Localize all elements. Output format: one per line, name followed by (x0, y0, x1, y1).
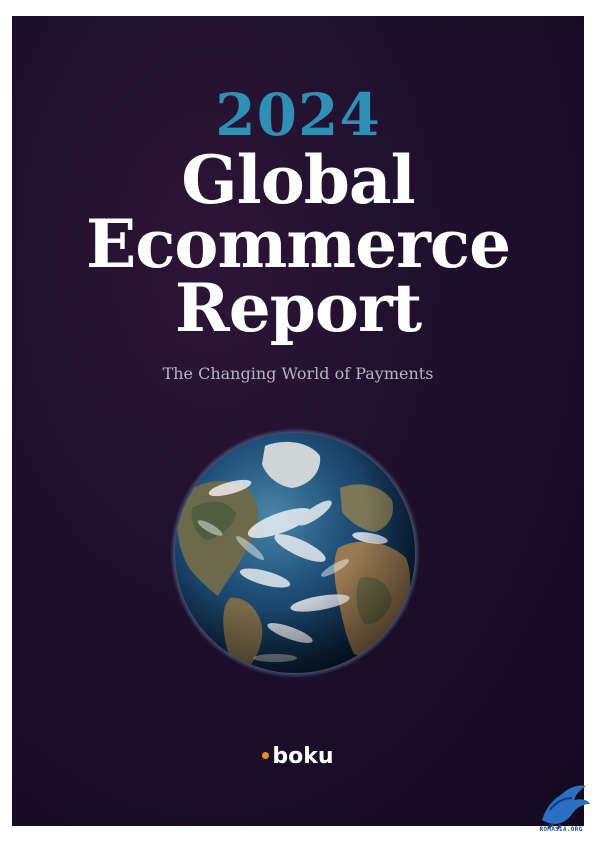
globe-icon (170, 428, 420, 678)
report-title: Global Ecommerce Report (12, 141, 584, 347)
earth-globe-image (170, 428, 420, 678)
boku-logo: boku (12, 744, 584, 769)
bird-icon (542, 785, 590, 830)
title-line-3: Report (174, 269, 422, 347)
report-subtitle: The Changing World of Payments (162, 364, 434, 383)
report-cover: 2024 Global Ecommerce Report The Changin… (12, 16, 584, 826)
watermark-text: ROMASIA.ORG (539, 826, 583, 833)
brand-dot-icon (262, 751, 270, 759)
title-line-2: Ecommerce (85, 205, 511, 283)
report-year: 2024 (215, 81, 381, 149)
title-line-1: Global (181, 141, 415, 219)
watermark-logo (532, 780, 592, 838)
brand-name: boku (272, 744, 334, 769)
